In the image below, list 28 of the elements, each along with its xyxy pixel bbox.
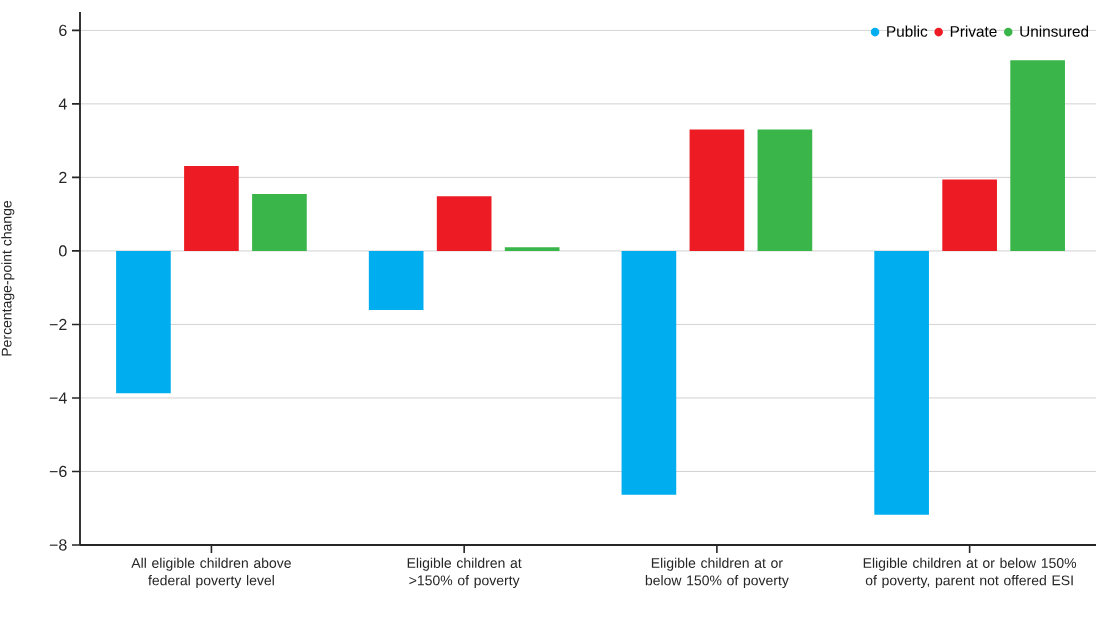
x-tick-label: Eligible children at or below 150% of poverty, parent not offered ESI bbox=[863, 557, 1077, 589]
bar bbox=[436, 196, 492, 251]
bar bbox=[1010, 60, 1065, 251]
legend-label: Public bbox=[887, 25, 928, 37]
y-tick-label: −6 bbox=[49, 465, 67, 478]
bar bbox=[252, 193, 307, 251]
y-tick-label: 6 bbox=[59, 24, 67, 37]
y-axis-title: Percentage-point change bbox=[1, 200, 15, 356]
bar bbox=[184, 166, 239, 251]
legend-label: Uninsured bbox=[1020, 25, 1089, 37]
bar bbox=[504, 247, 560, 251]
bar bbox=[874, 250, 929, 515]
y-tick-label: −2 bbox=[49, 318, 67, 331]
bar bbox=[757, 129, 813, 251]
y-tick-label: 4 bbox=[58, 98, 67, 110]
y-tick-label: 0 bbox=[59, 245, 67, 257]
x-tick-label: Eligible children at or below 150% of poverty bbox=[645, 557, 789, 589]
bar bbox=[689, 129, 745, 251]
y-tick-label: −4 bbox=[49, 392, 67, 404]
bar bbox=[621, 250, 677, 495]
x-tick-label: All eligible children above federal poverty level bbox=[131, 557, 291, 589]
legend-label: Private bbox=[950, 25, 997, 37]
x-tick-label: Eligible children at >150% of poverty bbox=[407, 557, 522, 589]
bar bbox=[942, 179, 997, 251]
y-tick-label: 2 bbox=[59, 171, 67, 183]
y-tick-label: −8 bbox=[49, 539, 67, 551]
bar bbox=[368, 250, 424, 311]
bar bbox=[116, 250, 171, 394]
